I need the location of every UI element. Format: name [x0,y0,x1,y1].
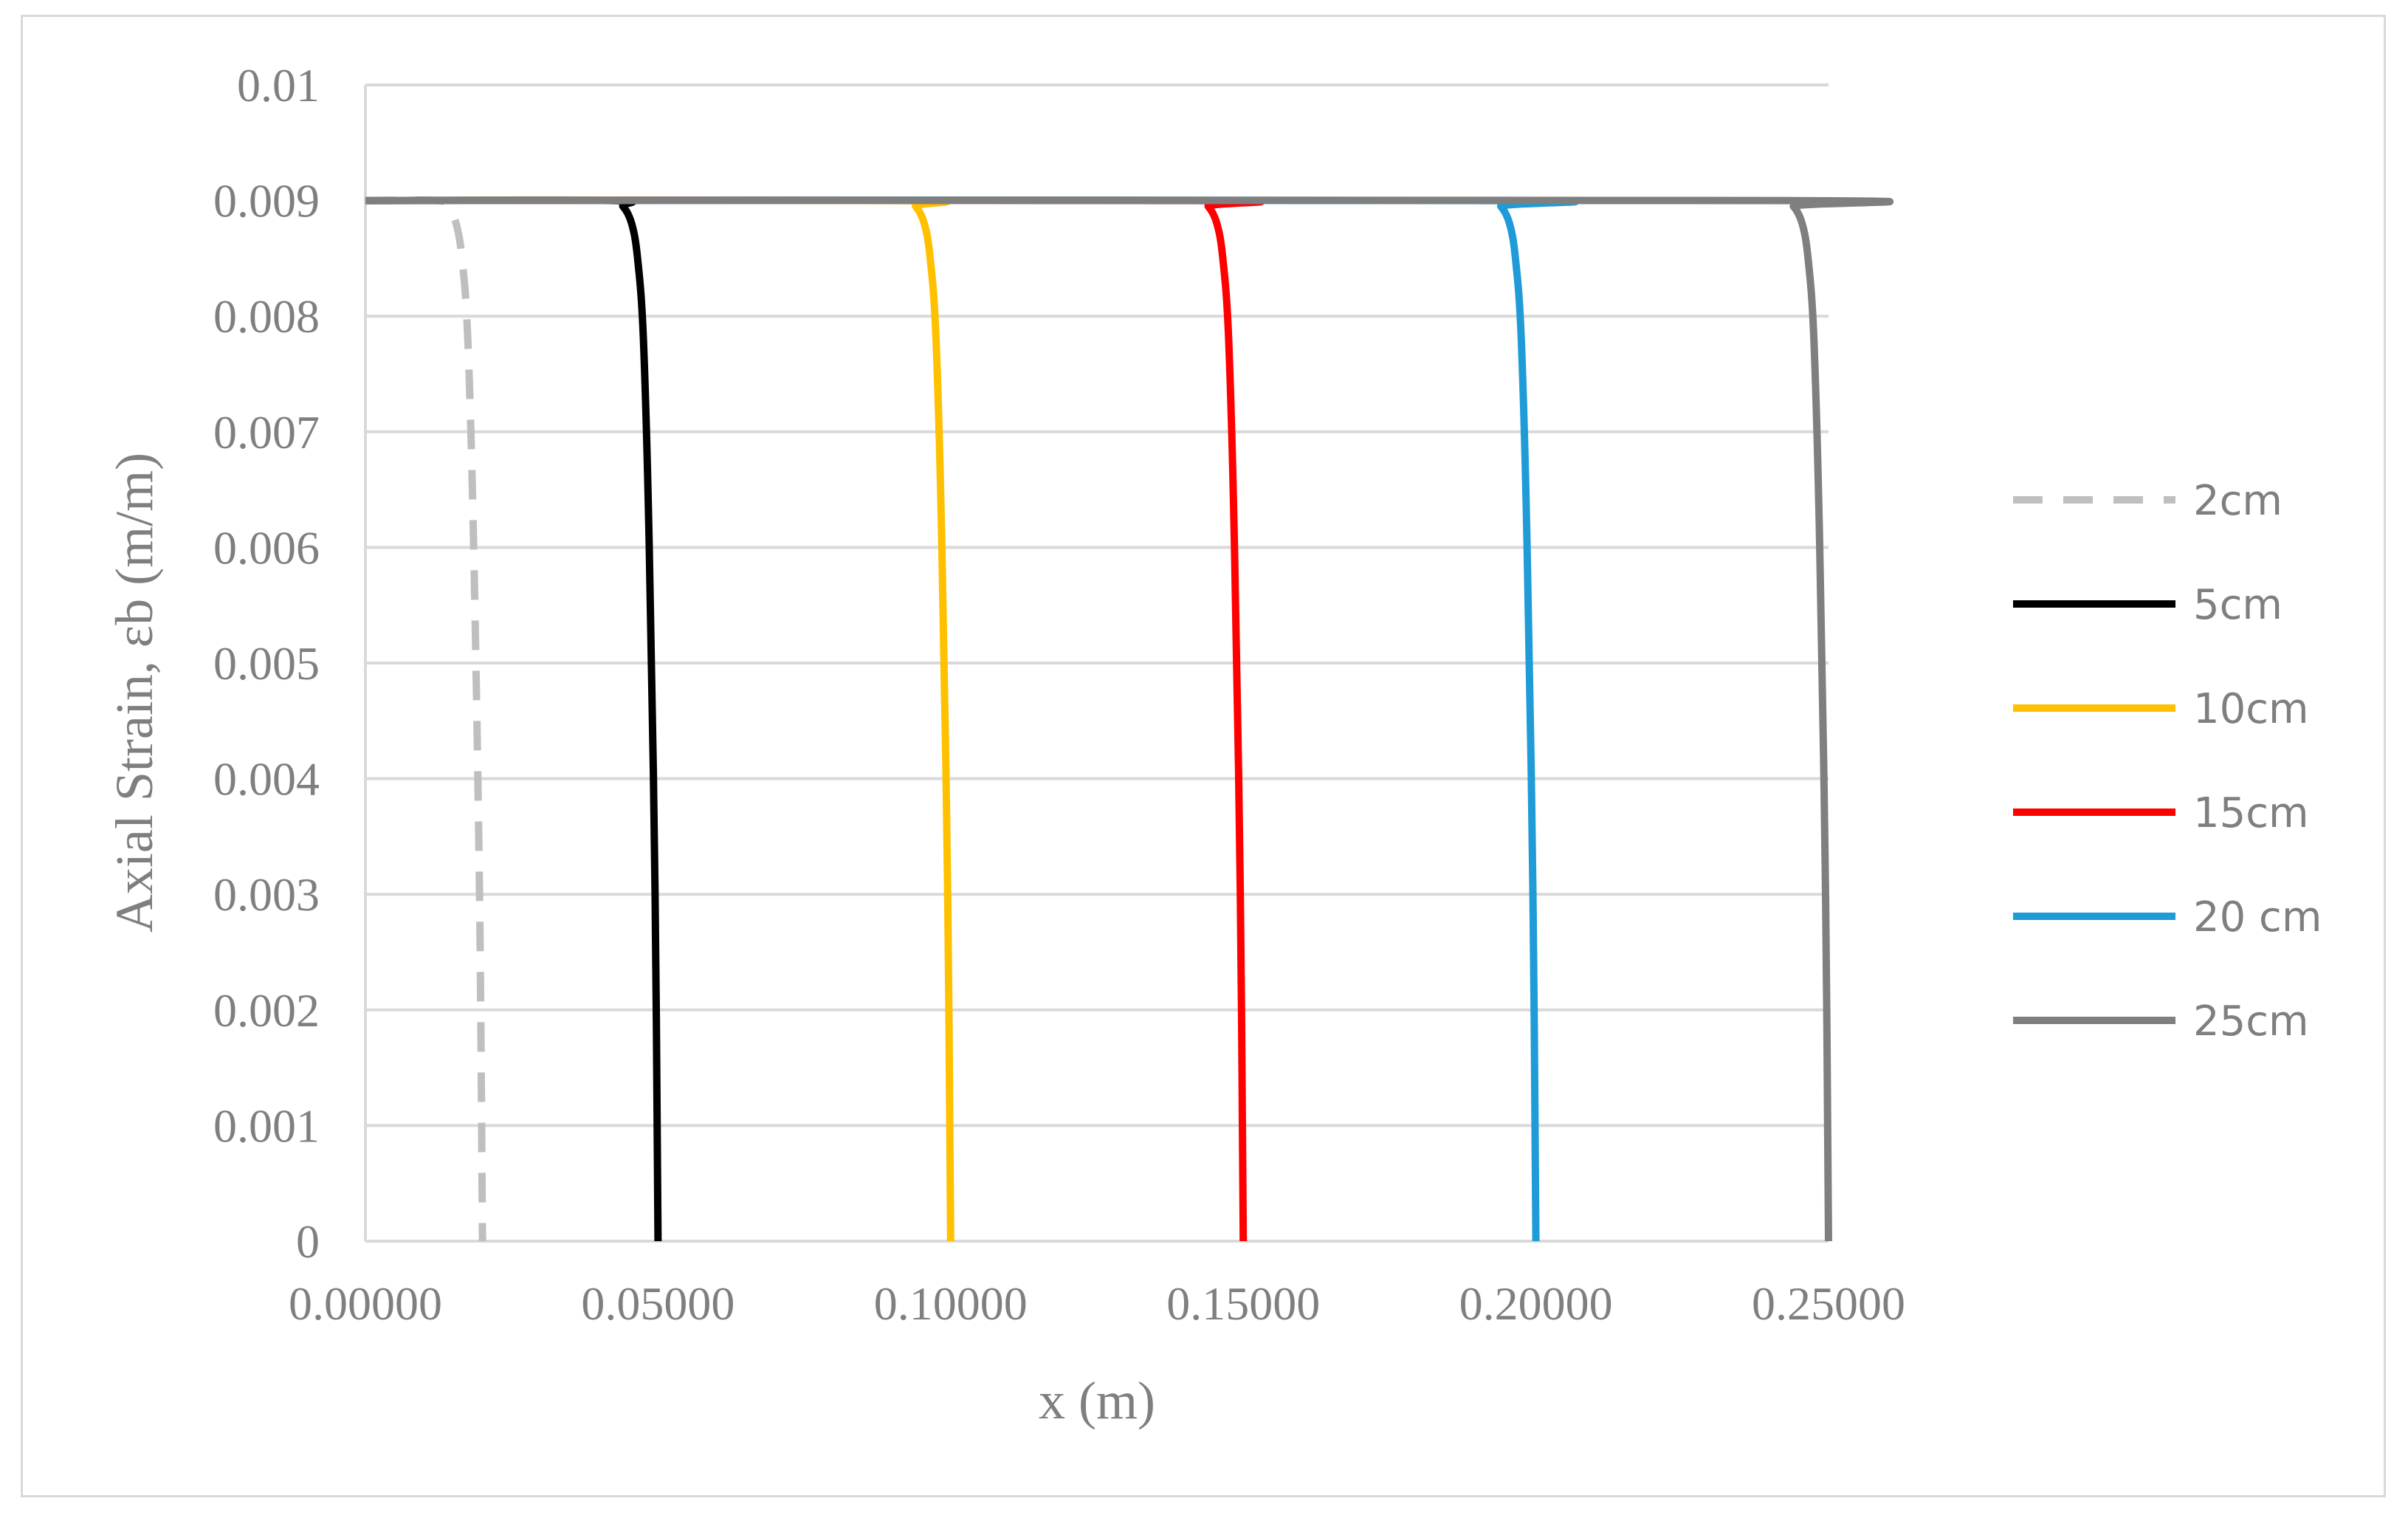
y-tick-label: 0.002 [213,984,320,1037]
legend-label: 20 cm [2193,893,2322,941]
x-tick-label: 0.00000 [289,1277,442,1330]
x-tick-label: 0.05000 [581,1277,735,1330]
y-tick-label: 0.001 [213,1099,320,1152]
tick-labels: 0 0.001 0.002 0.003 0.004 0.005 0.006 0.007 0.00… [213,59,1905,1330]
series-line-25cm [365,196,1894,1242]
legend-label: 10cm [2193,685,2309,733]
legend-label: 2cm [2193,477,2283,525]
y-tick-label: 0 [296,1215,320,1268]
series-line-20cm [365,196,1580,1242]
line-chart: 0 0.001 0.002 0.003 0.004 0.005 0.006 0.007 0.00… [105,59,2322,1430]
series-lines [365,196,1894,1242]
x-axis-title: x (m) [1039,1371,1155,1430]
legend: 2cm 5cm 10cm 15cm 20 cm 25cm [2013,477,2322,1046]
y-tick-label: 0.005 [213,637,320,690]
x-tick-label: 0.15000 [1166,1277,1320,1330]
y-tick-label: 0.01 [237,59,320,111]
series-line-2cm [365,196,486,1242]
x-tick-label: 0.25000 [1752,1277,1905,1330]
x-tick-label: 0.10000 [874,1277,1028,1330]
gridlines [365,83,1829,1127]
x-tick-label: 0.20000 [1459,1277,1613,1330]
y-tick-label: 0.008 [213,290,320,343]
chart-frame: 0 0.001 0.002 0.003 0.004 0.005 0.006 0.007 0.00… [21,15,2386,1497]
y-tick-label: 0.004 [213,753,320,806]
y-tick-label: 0.003 [213,868,320,921]
legend-label: 25cm [2193,998,2309,1046]
legend-label: 5cm [2193,581,2283,629]
y-axis-title: Axial Strain, εb (m/m) [105,453,164,933]
axes [364,85,1829,1243]
series-line-15cm [365,196,1265,1242]
legend-label: 15cm [2193,789,2309,837]
y-tick-label: 0.009 [213,175,320,227]
y-tick-label: 0.006 [213,521,320,574]
y-tick-label: 0.007 [213,406,320,459]
series-line-5cm [365,196,662,1242]
